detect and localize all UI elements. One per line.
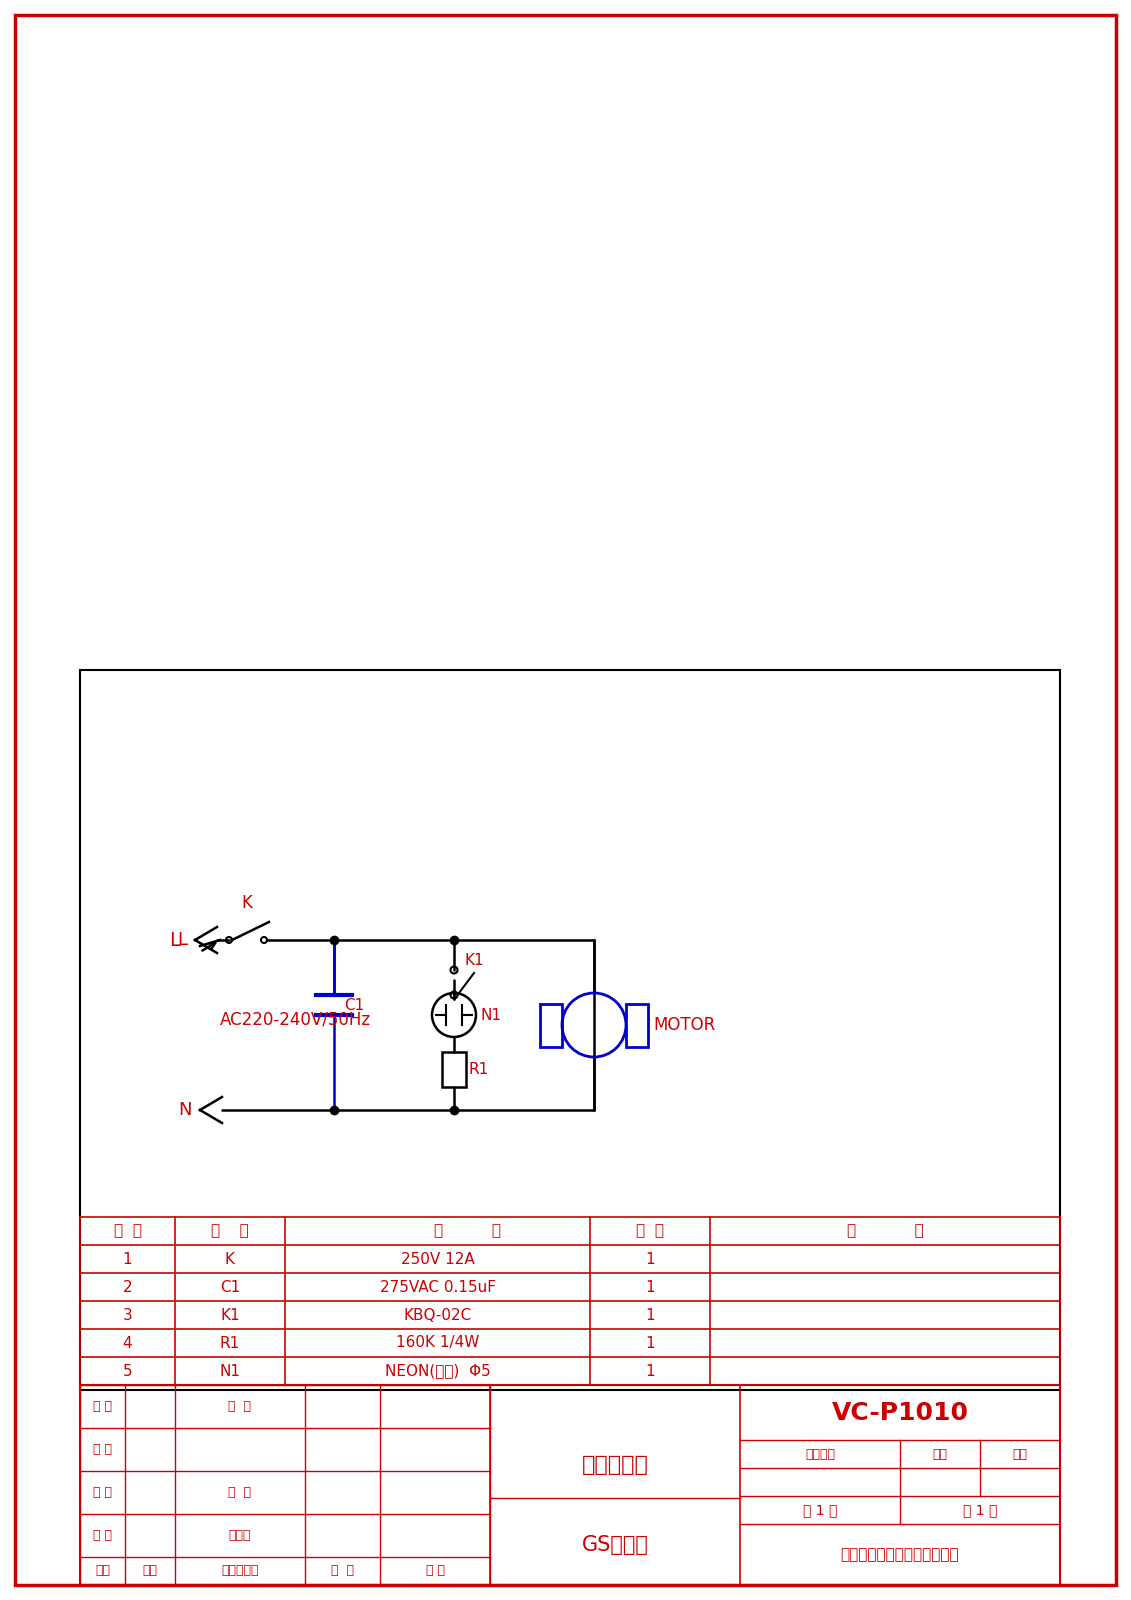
Text: 共 1 张: 共 1 张 bbox=[803, 1502, 837, 1517]
Text: 比例: 比例 bbox=[1012, 1448, 1027, 1461]
Text: 重量: 重量 bbox=[932, 1448, 948, 1461]
Text: 2: 2 bbox=[122, 1280, 132, 1294]
Text: 1: 1 bbox=[645, 1280, 655, 1294]
Text: 审  定: 审 定 bbox=[228, 1486, 251, 1499]
Text: 备            注: 备 注 bbox=[847, 1224, 923, 1238]
Text: AC220-240V/50Hz: AC220-240V/50Hz bbox=[221, 1011, 371, 1029]
Text: 4: 4 bbox=[122, 1336, 132, 1350]
Text: 5: 5 bbox=[122, 1363, 132, 1379]
Text: 签  字: 签 字 bbox=[331, 1565, 354, 1578]
Text: 1: 1 bbox=[645, 1363, 655, 1379]
Text: 数  量: 数 量 bbox=[636, 1224, 664, 1238]
Text: 3: 3 bbox=[122, 1307, 132, 1323]
Text: 日  期: 日 期 bbox=[228, 1400, 251, 1413]
Text: 1: 1 bbox=[645, 1251, 655, 1267]
Text: 序  号: 序 号 bbox=[113, 1224, 141, 1238]
Text: 275VAC 0.15uF: 275VAC 0.15uF bbox=[380, 1280, 495, 1294]
Text: 第 1 张: 第 1 张 bbox=[962, 1502, 998, 1517]
Bar bbox=[625, 1003, 648, 1046]
Text: 苏州金莱克清洁器具有限公司: 苏州金莱克清洁器具有限公司 bbox=[840, 1547, 959, 1562]
Text: C1: C1 bbox=[219, 1280, 240, 1294]
Text: 处数: 处数 bbox=[143, 1565, 157, 1578]
Text: 标准化: 标准化 bbox=[228, 1530, 251, 1542]
Text: 型          号: 型 号 bbox=[434, 1224, 501, 1238]
Text: 代    号: 代 号 bbox=[211, 1224, 249, 1238]
Text: GS不调速: GS不调速 bbox=[581, 1534, 648, 1555]
Text: MOTOR: MOTOR bbox=[653, 1016, 715, 1034]
Text: 审 核: 审 核 bbox=[93, 1443, 112, 1456]
Text: 160K 1/4W: 160K 1/4W bbox=[396, 1336, 480, 1350]
Text: 图样标记: 图样标记 bbox=[805, 1448, 835, 1461]
Text: K: K bbox=[225, 1251, 235, 1267]
Text: K: K bbox=[241, 894, 252, 912]
Text: C1: C1 bbox=[344, 997, 364, 1013]
Text: KBQ-02C: KBQ-02C bbox=[404, 1307, 472, 1323]
Text: 1: 1 bbox=[645, 1336, 655, 1350]
Text: K1: K1 bbox=[221, 1307, 240, 1323]
Text: VC-P1010: VC-P1010 bbox=[831, 1400, 968, 1424]
Text: 更改文件号: 更改文件号 bbox=[222, 1565, 259, 1578]
Text: R1: R1 bbox=[219, 1336, 240, 1350]
Text: 1: 1 bbox=[645, 1307, 655, 1323]
Text: 250V 12A: 250V 12A bbox=[400, 1251, 474, 1267]
Text: 电路原理图: 电路原理图 bbox=[581, 1454, 648, 1475]
Text: L: L bbox=[170, 931, 180, 949]
Text: N1: N1 bbox=[219, 1363, 241, 1379]
Bar bbox=[539, 1003, 562, 1046]
Text: NEON(氖灯)  Φ5: NEON(氖灯) Φ5 bbox=[385, 1363, 491, 1379]
Bar bbox=[442, 1053, 466, 1086]
Text: L: L bbox=[176, 931, 187, 949]
Text: 设 计: 设 计 bbox=[93, 1530, 112, 1542]
Text: R1: R1 bbox=[469, 1062, 490, 1077]
Text: 1: 1 bbox=[122, 1251, 132, 1267]
Text: N: N bbox=[179, 1101, 192, 1118]
Text: 工 艺: 工 艺 bbox=[93, 1400, 112, 1413]
Text: N1: N1 bbox=[480, 1008, 501, 1022]
Text: 日 期: 日 期 bbox=[425, 1565, 444, 1578]
Text: 标记: 标记 bbox=[95, 1565, 110, 1578]
Text: K1: K1 bbox=[464, 954, 484, 968]
Text: 校 对: 校 对 bbox=[93, 1486, 112, 1499]
